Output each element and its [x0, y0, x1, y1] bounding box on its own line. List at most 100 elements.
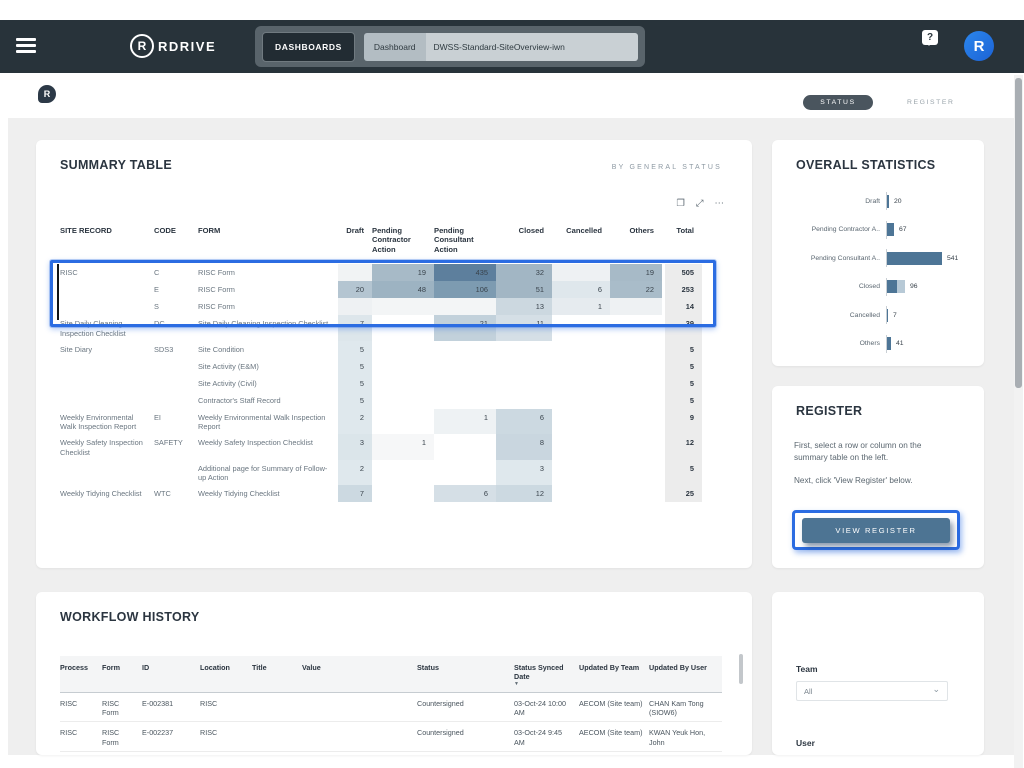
summary-cell-value[interactable]: 3: [496, 459, 552, 486]
breadcrumb-type[interactable]: Dashboard: [363, 32, 426, 61]
summary-cell-value[interactable]: [610, 375, 662, 392]
summary-column-header[interactable]: Pending Consultant Action: [434, 226, 474, 254]
summary-cell-value[interactable]: [434, 358, 496, 375]
summary-cell-value[interactable]: [610, 460, 662, 486]
summary-table-row[interactable]: E RISC Form 20 48 106 51 6 22 253: [60, 281, 702, 299]
summary-table-row[interactable]: Site Activity (E&M) 5 5: [60, 357, 702, 375]
workflow-column-header[interactable]: Location: [200, 663, 230, 672]
summary-cell-value[interactable]: [552, 460, 610, 486]
summary-cell-value[interactable]: [338, 298, 372, 316]
tab-status[interactable]: STATUS: [803, 95, 873, 110]
summary-cell-value[interactable]: 7: [338, 315, 372, 341]
summary-cell-value[interactable]: 14: [662, 298, 702, 316]
summary-cell-value[interactable]: [434, 298, 496, 316]
summary-cell-value[interactable]: 25: [662, 485, 702, 503]
summary-cell-value[interactable]: 435: [434, 264, 496, 282]
summary-cell-value[interactable]: 5: [338, 391, 372, 409]
summary-cell-value[interactable]: [552, 341, 610, 358]
chart-bar[interactable]: 96: [886, 277, 970, 296]
summary-cell-value[interactable]: [434, 460, 496, 486]
summary-cell-value[interactable]: 19: [610, 264, 662, 282]
summary-cell-value[interactable]: [372, 392, 434, 409]
more-options-icon[interactable]: ⋯: [714, 198, 725, 209]
summary-cell-value[interactable]: 21: [434, 315, 496, 341]
summary-cell-value[interactable]: 505: [662, 264, 702, 282]
tab-register[interactable]: REGISTER: [907, 99, 955, 106]
summary-column-header[interactable]: Cancelled: [566, 226, 602, 235]
summary-cell-value[interactable]: 8: [496, 434, 552, 460]
copy-icon[interactable]: ❐: [676, 198, 685, 209]
summary-cell-value[interactable]: [552, 375, 610, 392]
workflow-column-header[interactable]: Value: [302, 663, 321, 672]
summary-cell-value[interactable]: 7: [338, 485, 372, 503]
summary-cell-value[interactable]: 12: [496, 485, 552, 503]
summary-cell-value[interactable]: 20: [338, 281, 372, 299]
summary-cell-value[interactable]: [552, 485, 610, 502]
page-scrollbar-thumb[interactable]: [1015, 78, 1022, 388]
summary-cell-value[interactable]: 48: [372, 281, 434, 299]
summary-column-header[interactable]: Closed: [518, 226, 544, 235]
summary-cell-value[interactable]: 32: [496, 264, 552, 282]
summary-cell-value[interactable]: [610, 434, 662, 460]
team-filter-select[interactable]: All ⌄: [796, 681, 948, 701]
summary-cell-value[interactable]: [434, 341, 496, 358]
summary-cell-value[interactable]: 106: [434, 281, 496, 299]
summary-table-row[interactable]: Additional page for Summary of Follow-up…: [60, 459, 702, 486]
summary-cell-value[interactable]: 3: [338, 434, 372, 460]
summary-cell-value[interactable]: 5: [662, 391, 702, 409]
summary-cell-value[interactable]: [434, 375, 496, 392]
summary-column-header[interactable]: Pending Contractor Action: [372, 226, 411, 254]
summary-cell-value[interactable]: [372, 460, 434, 486]
summary-column-header[interactable]: SITE RECORD: [60, 226, 112, 235]
hamburger-menu-icon[interactable]: [16, 38, 36, 54]
summary-cell-value[interactable]: 11: [496, 315, 552, 341]
focus-mode-icon[interactable]: ⤢: [695, 198, 704, 209]
help-icon[interactable]: ?: [922, 30, 938, 46]
summary-cell-value[interactable]: 5: [338, 357, 372, 375]
summary-cell-value[interactable]: 19: [372, 264, 434, 282]
summary-table-row[interactable]: Site Activity (Civil) 5 5: [60, 374, 702, 392]
summary-cell-value[interactable]: [496, 358, 552, 375]
summary-cell-value[interactable]: 2: [338, 459, 372, 486]
summary-table-row[interactable]: Contractor's Staff Record 5 5: [60, 391, 702, 409]
summary-cell-value[interactable]: 5: [662, 374, 702, 392]
summary-cell-value[interactable]: [552, 264, 610, 282]
summary-cell-value[interactable]: [610, 358, 662, 375]
summary-cell-value[interactable]: [496, 375, 552, 392]
summary-cell-value[interactable]: 39: [662, 315, 702, 341]
workflow-column-header[interactable]: Title: [252, 663, 267, 672]
summary-table-row[interactable]: Site Diary SDS3 Site Condition 5 5: [60, 340, 702, 358]
summary-column-header[interactable]: FORM: [198, 226, 221, 235]
summary-cell-value[interactable]: 6: [496, 408, 552, 435]
workflow-table-row[interactable]: RISC RISC Form E-002237 RISC Countersigned 03…: [60, 722, 722, 753]
summary-cell-value[interactable]: 5: [662, 459, 702, 486]
workflow-column-header[interactable]: Updated By Team: [579, 663, 640, 672]
summary-cell-value[interactable]: 6: [434, 485, 496, 503]
summary-table-row[interactable]: RISC C RISC Form 19 435 32 19 505: [60, 264, 702, 282]
summary-table-row[interactable]: Weekly Safety Inspection Checklist SAFETY…: [60, 434, 702, 460]
summary-cell-value[interactable]: [496, 392, 552, 409]
summary-cell-value[interactable]: [552, 392, 610, 409]
workflow-column-header[interactable]: Form: [102, 663, 120, 672]
summary-cell-value[interactable]: [552, 409, 610, 435]
workflow-column-header[interactable]: ID: [142, 663, 150, 672]
summary-column-header[interactable]: CODE: [154, 226, 176, 235]
summary-cell-value[interactable]: [434, 392, 496, 409]
dashboard-name-field[interactable]: DWSS-Standard-SiteOverview-iwn: [425, 32, 638, 61]
summary-cell-value[interactable]: 1: [552, 298, 610, 316]
summary-cell-value[interactable]: [338, 264, 372, 282]
summary-cell-value[interactable]: 5: [338, 374, 372, 392]
summary-cell-value[interactable]: 51: [496, 281, 552, 299]
summary-cell-value[interactable]: 253: [662, 281, 702, 299]
summary-column-header[interactable]: Total: [676, 226, 694, 235]
summary-cell-value[interactable]: 22: [610, 281, 662, 299]
summary-cell-value[interactable]: [372, 358, 434, 375]
summary-cell-value[interactable]: 5: [662, 340, 702, 358]
workflow-table-row[interactable]: RISC RISC Form E-002381 RISC Countersigned 03…: [60, 693, 722, 723]
workflow-column-header[interactable]: Status: [417, 663, 439, 672]
summary-cell-value[interactable]: [610, 485, 662, 502]
workflow-scrollbar-thumb[interactable]: [739, 654, 743, 684]
summary-cell-value[interactable]: 13: [496, 298, 552, 316]
summary-table-row[interactable]: Weekly Environmental Walk Inspection Rep…: [60, 408, 702, 435]
summary-cell-value[interactable]: 9: [662, 408, 702, 435]
